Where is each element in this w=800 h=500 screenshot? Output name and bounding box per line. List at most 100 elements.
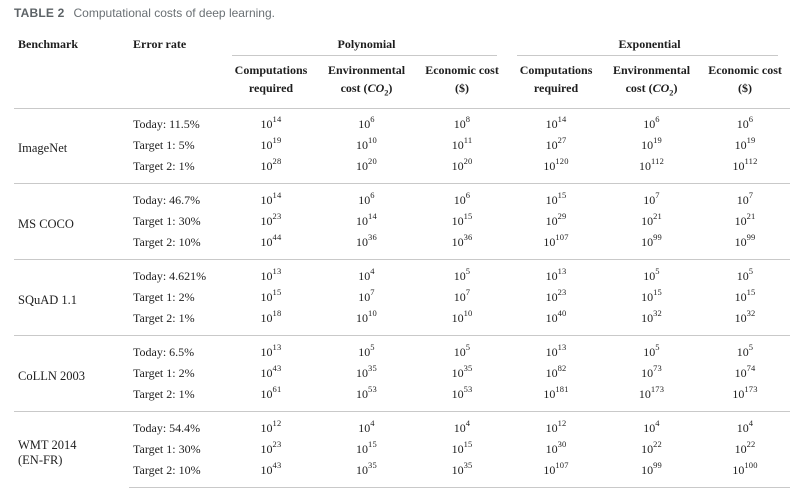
benchmark-name-line1: SQuAD 1.1 xyxy=(18,293,78,307)
value-base: 10 xyxy=(732,387,745,401)
power-of-ten-value-cell: 1012 xyxy=(224,411,318,439)
value-exponent: 15 xyxy=(463,438,473,449)
value-base: 10 xyxy=(451,442,464,456)
value-exponent: 7 xyxy=(655,189,660,200)
value-base: 10 xyxy=(260,387,273,401)
power-of-ten-value-cell: 106 xyxy=(700,109,790,136)
value-base: 10 xyxy=(451,235,464,249)
value-exponent: 120 xyxy=(555,155,569,166)
table-row: Target 1: 30% 1023 1015 1015 1030 1022 1022 xyxy=(14,439,790,460)
value-exponent: 21 xyxy=(653,210,662,221)
value-base: 10 xyxy=(643,421,656,435)
value-base: 10 xyxy=(543,387,556,401)
co2-post: ) xyxy=(388,81,393,95)
table-body: ImageNet Today: 11.5% 1014 106 108 1014 106 106… xyxy=(14,109,791,488)
value-base: 10 xyxy=(453,290,466,304)
group-header-exponential-label: Exponential xyxy=(618,37,681,51)
power-of-ten-value-cell: 1082 xyxy=(509,363,603,384)
value-exponent: 15 xyxy=(653,286,662,297)
power-of-ten-value-cell: 10181 xyxy=(509,384,603,412)
value-base: 10 xyxy=(356,366,369,380)
power-of-ten-value-cell: 1036 xyxy=(415,232,509,260)
value-exponent: 35 xyxy=(463,459,473,470)
power-of-ten-value-cell: 10173 xyxy=(700,384,790,412)
value-base: 10 xyxy=(451,387,464,401)
subheader-line2: required xyxy=(248,81,294,95)
power-of-ten-value-cell: 1053 xyxy=(415,384,509,412)
col-header-benchmark: Benchmark xyxy=(14,31,129,109)
value-exponent: 23 xyxy=(272,438,282,449)
power-of-ten-value-cell: 1035 xyxy=(318,363,415,384)
benchmark-name-line2: (EN-FR) xyxy=(18,452,63,467)
value-exponent: 19 xyxy=(272,134,282,145)
value-exponent: 30 xyxy=(557,438,567,449)
value-base: 10 xyxy=(734,138,747,152)
power-of-ten-value-cell: 1015 xyxy=(415,211,509,232)
power-of-ten-value-cell: 1022 xyxy=(700,439,790,460)
power-of-ten-value-cell: 1013 xyxy=(509,335,604,363)
power-of-ten-value-cell: 1021 xyxy=(700,211,790,232)
value-exponent: 22 xyxy=(746,438,756,449)
power-of-ten-value-cell: 1010 xyxy=(318,135,415,156)
subheader-exp-environmental-cost: Environmental cost (CO2) xyxy=(603,56,701,109)
value-exponent: 13 xyxy=(557,265,567,276)
power-of-ten-value-cell: 1073 xyxy=(603,363,700,384)
value-exponent: 12 xyxy=(557,417,567,428)
value-exponent: 100 xyxy=(744,459,758,470)
value-base: 10 xyxy=(736,117,749,131)
power-of-ten-value-cell: 1013 xyxy=(509,259,604,287)
benchmark-name: SQuAD 1.1 xyxy=(14,259,129,336)
value-base: 10 xyxy=(545,345,558,359)
value-exponent: 181 xyxy=(555,383,569,394)
power-of-ten-value-cell: 1018 xyxy=(224,308,318,336)
value-exponent: 19 xyxy=(746,134,756,145)
value-exponent: 112 xyxy=(651,155,665,166)
value-exponent: 61 xyxy=(272,383,282,394)
value-exponent: 7 xyxy=(748,189,754,200)
value-exponent: 35 xyxy=(368,362,377,373)
subheader-line1: Environmental xyxy=(327,63,406,77)
power-of-ten-value-cell: 1040 xyxy=(509,308,603,336)
value-exponent: 20 xyxy=(463,155,473,166)
power-of-ten-value-cell: 1015 xyxy=(700,287,790,308)
value-base: 10 xyxy=(643,117,656,131)
subheader-line2: ($) xyxy=(455,81,470,95)
value-base: 10 xyxy=(260,463,273,477)
value-exponent: 13 xyxy=(557,341,567,352)
error-rate-cell: Target 2: 1% xyxy=(133,159,195,173)
table-row: Target 1: 2% 1043 1035 1035 1082 1073 1074 xyxy=(14,363,790,384)
value-base: 10 xyxy=(641,311,654,325)
error-rate-cell: Target 1: 30% xyxy=(133,214,201,228)
value-base: 10 xyxy=(736,421,749,435)
value-exponent: 32 xyxy=(746,307,756,318)
value-base: 10 xyxy=(356,442,369,456)
value-exponent: 10 xyxy=(368,307,377,318)
value-base: 10 xyxy=(543,159,556,173)
power-of-ten-value-cell: 1099 xyxy=(603,232,700,260)
table-row: MS COCO Today: 46.7% 1014 106 106 1015 107 107 xyxy=(14,183,791,260)
value-exponent: 12 xyxy=(272,417,282,428)
subheader-line1: Environmental xyxy=(612,63,691,77)
value-base: 10 xyxy=(732,159,745,173)
power-of-ten-value-cell: 1061 xyxy=(224,384,318,412)
power-of-ten-value-cell: 1035 xyxy=(415,363,509,384)
power-of-ten-value-cell: 1023 xyxy=(509,287,603,308)
value-exponent: 53 xyxy=(463,383,473,394)
group-header-polynomial: Polynomial xyxy=(224,31,509,56)
error-rate-cell: Today: 11.5% xyxy=(133,117,200,131)
power-of-ten-value-cell: 10107 xyxy=(509,232,603,260)
value-exponent: 13 xyxy=(272,341,282,352)
value-exponent: 27 xyxy=(557,134,567,145)
value-exponent: 5 xyxy=(748,341,754,352)
value-exponent: 14 xyxy=(557,113,567,124)
value-base: 10 xyxy=(639,159,651,173)
power-of-ten-value-cell: 106 xyxy=(318,183,415,211)
value-base: 10 xyxy=(641,463,654,477)
power-of-ten-value-cell: 108 xyxy=(415,109,509,136)
power-of-ten-value-cell: 106 xyxy=(415,183,510,211)
power-of-ten-value-cell: 1019 xyxy=(603,135,700,156)
value-exponent: 43 xyxy=(272,459,282,470)
value-exponent: 99 xyxy=(746,231,756,242)
power-of-ten-value-cell: 1099 xyxy=(603,460,701,488)
value-exponent: 13 xyxy=(272,265,282,276)
